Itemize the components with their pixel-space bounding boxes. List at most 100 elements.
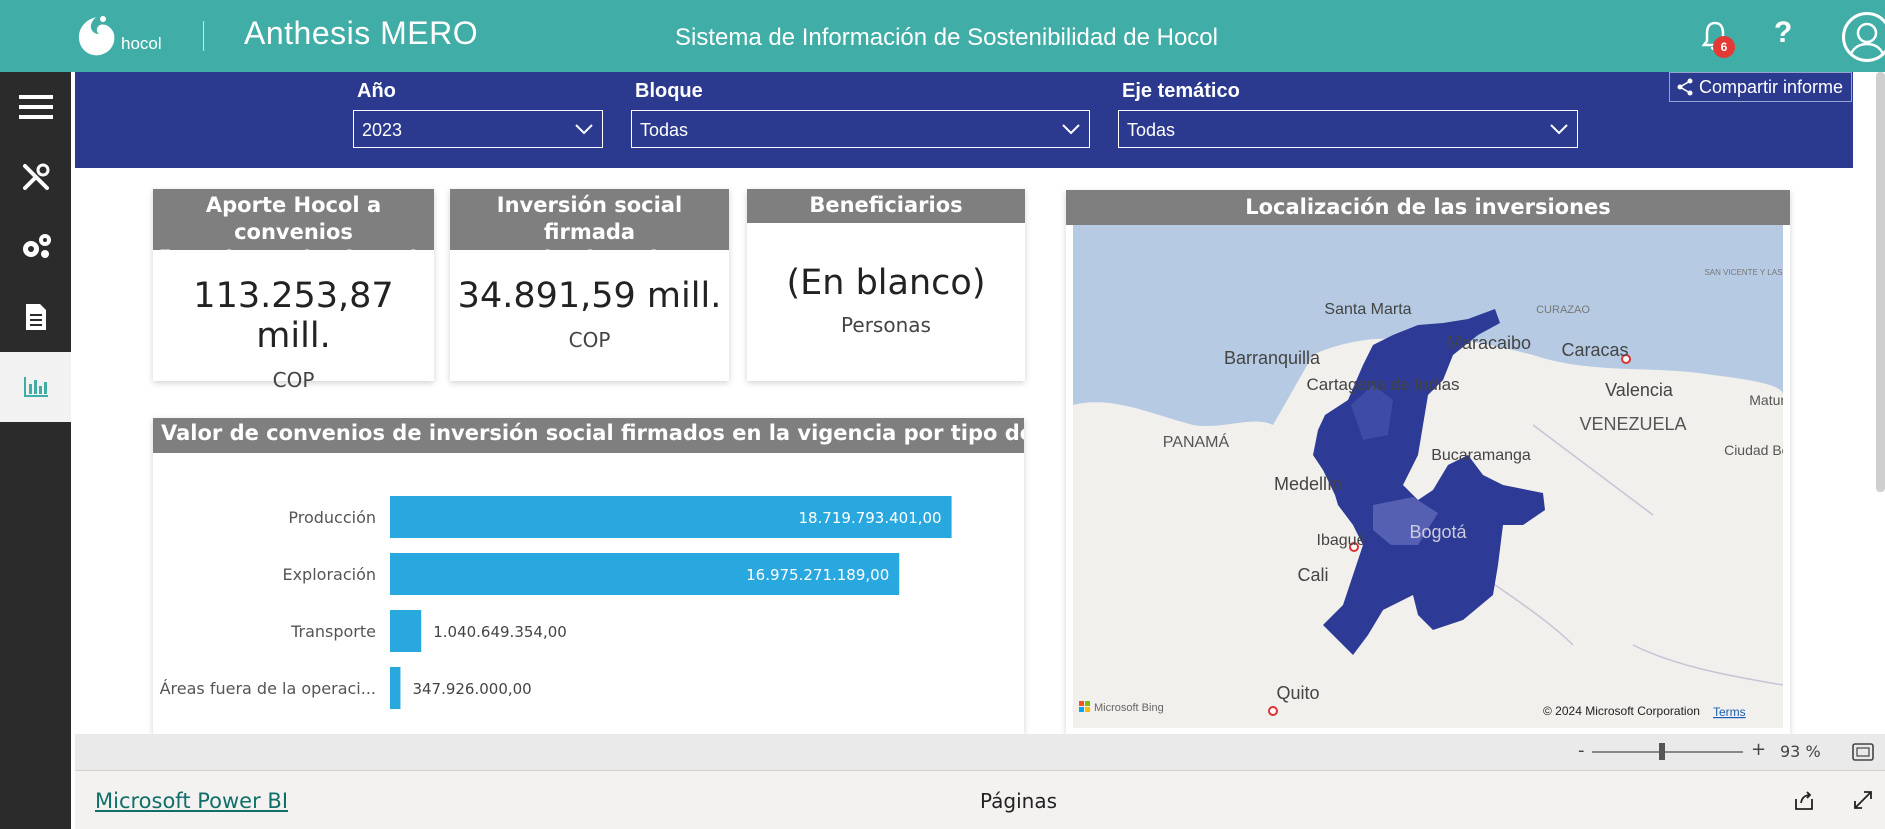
bar[interactable]: [390, 553, 900, 595]
map[interactable]: Santa Marta Barranquilla Cartagena de In…: [1073, 225, 1783, 728]
side-nav: [0, 72, 71, 829]
kpi-card-beneficiarios: Beneficiarios (En blanco) Personas: [747, 189, 1025, 381]
report-icon[interactable]: [0, 282, 71, 352]
investment-region-mid[interactable]: [1351, 385, 1393, 440]
kpi-aporte-title: Aporte Hocol a convenios firmados en la …: [153, 189, 434, 271]
kpi-inversion-title-line1: Inversión social firmada: [496, 193, 683, 244]
map-label: Ibagué: [1317, 532, 1366, 549]
chevron-down-icon: [1550, 124, 1568, 135]
menu-icon[interactable]: [0, 72, 71, 142]
data-label: 1.040.649.354,00: [433, 623, 567, 641]
year-label: Año: [357, 80, 396, 102]
category-label: Transporte: [290, 622, 376, 641]
avatar[interactable]: [1842, 12, 1885, 62]
brand-name: Anthesis MERO: [244, 15, 479, 51]
user-icon: [1848, 22, 1885, 59]
map-label: VENEZUELA: [1579, 414, 1686, 434]
year-select[interactable]: 2023: [353, 110, 603, 148]
map-label: PANAMÁ: [1163, 432, 1230, 451]
category-label: Producción: [288, 508, 376, 527]
map-label: Barranquilla: [1224, 348, 1321, 368]
axis-value: Todas: [1127, 120, 1176, 140]
block-label: Bloque: [635, 80, 703, 102]
map-label: Ciudad Bolívar: [1724, 442, 1783, 458]
map-title: Localización de las inversiones: [1066, 190, 1790, 225]
axis-select[interactable]: Todas: [1118, 110, 1578, 148]
bar[interactable]: [390, 667, 401, 709]
powerbi-link[interactable]: Microsoft Power BI: [95, 789, 289, 813]
block-select[interactable]: Todas: [631, 110, 1090, 148]
year-value: 2023: [362, 120, 403, 140]
category-label: Áreas fuera de la operaci...: [160, 679, 376, 698]
vertical-scrollbar[interactable]: [1876, 72, 1885, 492]
kpi-inversion-title-line2: en la vigencia: [507, 247, 672, 271]
bar[interactable]: [390, 610, 422, 652]
kpi-inversion-title: Inversión social firmada en la vigencia: [450, 189, 729, 271]
logo-text: hocol: [121, 34, 162, 53]
zoom-slider-thumb[interactable]: [1659, 743, 1665, 760]
share-icon: [1677, 78, 1693, 96]
map-label: Medellín: [1274, 474, 1342, 494]
bar-chart-card: Valor de convenios de inversión social f…: [153, 418, 1024, 734]
zoom-out-button[interactable]: -: [1578, 740, 1585, 761]
help-icon[interactable]: ?: [1774, 16, 1793, 49]
map-label: Maracaibo: [1447, 333, 1531, 353]
map-label: Caracas: [1561, 340, 1628, 360]
kpi-aporte-title-line2: firmados en la vigencia: [155, 247, 432, 271]
map-label: Cali: [1297, 565, 1328, 585]
map-label: CURAZAO: [1536, 304, 1590, 316]
kpi-beneficiarios-title: Beneficiarios: [747, 189, 1025, 223]
top-bar: hocol Anthesis MERO Sistema de Informaci…: [0, 0, 1885, 72]
location-marker[interactable]: [1621, 354, 1631, 364]
kpi-aporte-unit: COP: [272, 368, 315, 392]
kpi-beneficiarios-value: (En blanco): [786, 263, 986, 303]
map-terms-link[interactable]: Terms: [1713, 705, 1746, 719]
notification-badge: 6: [1713, 36, 1735, 58]
zoom-bar: - +: [75, 734, 1885, 770]
footer: Microsoft Power BI Páginas: [75, 770, 1885, 829]
map-card: Localización de las inversiones Santa Ma…: [1066, 190, 1790, 734]
data-label: 347.926.000,00: [412, 680, 531, 698]
map-label: Santa Marta: [1324, 301, 1411, 318]
data-label: 16.975.271.189,00: [746, 566, 889, 584]
chart-title: Valor de convenios de inversión social f…: [153, 418, 1024, 453]
zoom-level: 93 %: [1780, 742, 1821, 761]
logo-divider: [203, 21, 204, 51]
map-label: Cartagena de Indias: [1306, 375, 1459, 394]
kpi-aporte-title-line1: Aporte Hocol a convenios: [205, 193, 382, 244]
axis-label: Eje temático: [1122, 80, 1240, 102]
share-label: Compartir informe: [1699, 76, 1844, 97]
map-label: Valencia: [1605, 380, 1674, 400]
bing-label: Microsoft Bing: [1094, 702, 1164, 714]
zoom-slider-track[interactable]: [1592, 751, 1743, 753]
chart-icon[interactable]: [0, 352, 71, 422]
map-label: Bogotá: [1409, 522, 1467, 542]
kpi-inversion-unit: COP: [568, 328, 611, 352]
fit-to-page-icon[interactable]: [1852, 743, 1874, 761]
zoom-in-button[interactable]: +: [1751, 739, 1767, 760]
bar-chart: Producción 18.719.793.401,00 Exploración 16…: [160, 496, 952, 709]
hocol-logo-icon: [78, 16, 115, 56]
kpi-card-inversion: Inversión social firmada en la vigencia …: [450, 189, 729, 381]
chevron-down-icon: [575, 124, 593, 135]
share-button[interactable]: Compartir informe: [1669, 72, 1852, 102]
fullscreen-icon[interactable]: [1852, 789, 1874, 811]
bar[interactable]: [390, 496, 952, 538]
map-attribution: © 2024 Microsoft Corporation: [1543, 704, 1700, 718]
pages-button[interactable]: Páginas: [980, 789, 1058, 813]
map-label: Bucaramanga: [1431, 447, 1531, 464]
category-label: Exploración: [282, 565, 376, 584]
microsoft-bing-logo: Microsoft Bing: [1079, 701, 1164, 714]
investment-region-light[interactable]: [1373, 497, 1438, 545]
settings-icon[interactable]: [0, 212, 71, 282]
location-marker[interactable]: [1349, 542, 1359, 552]
data-label: 18.719.793.401,00: [798, 509, 941, 527]
filter-bar: Año 2023 Bloque Todas Eje temático Todas: [75, 72, 1853, 168]
kpi-aporte-value: 113.253,87 mill.: [193, 276, 394, 356]
app-title: Sistema de Información de Sostenibilidad…: [675, 24, 1218, 51]
tools-icon[interactable]: [0, 142, 71, 212]
kpi-beneficiarios-unit: Personas: [841, 313, 931, 337]
map-label: Quito: [1276, 683, 1319, 703]
location-marker[interactable]: [1268, 706, 1278, 716]
share-export-icon[interactable]: [1793, 789, 1815, 811]
